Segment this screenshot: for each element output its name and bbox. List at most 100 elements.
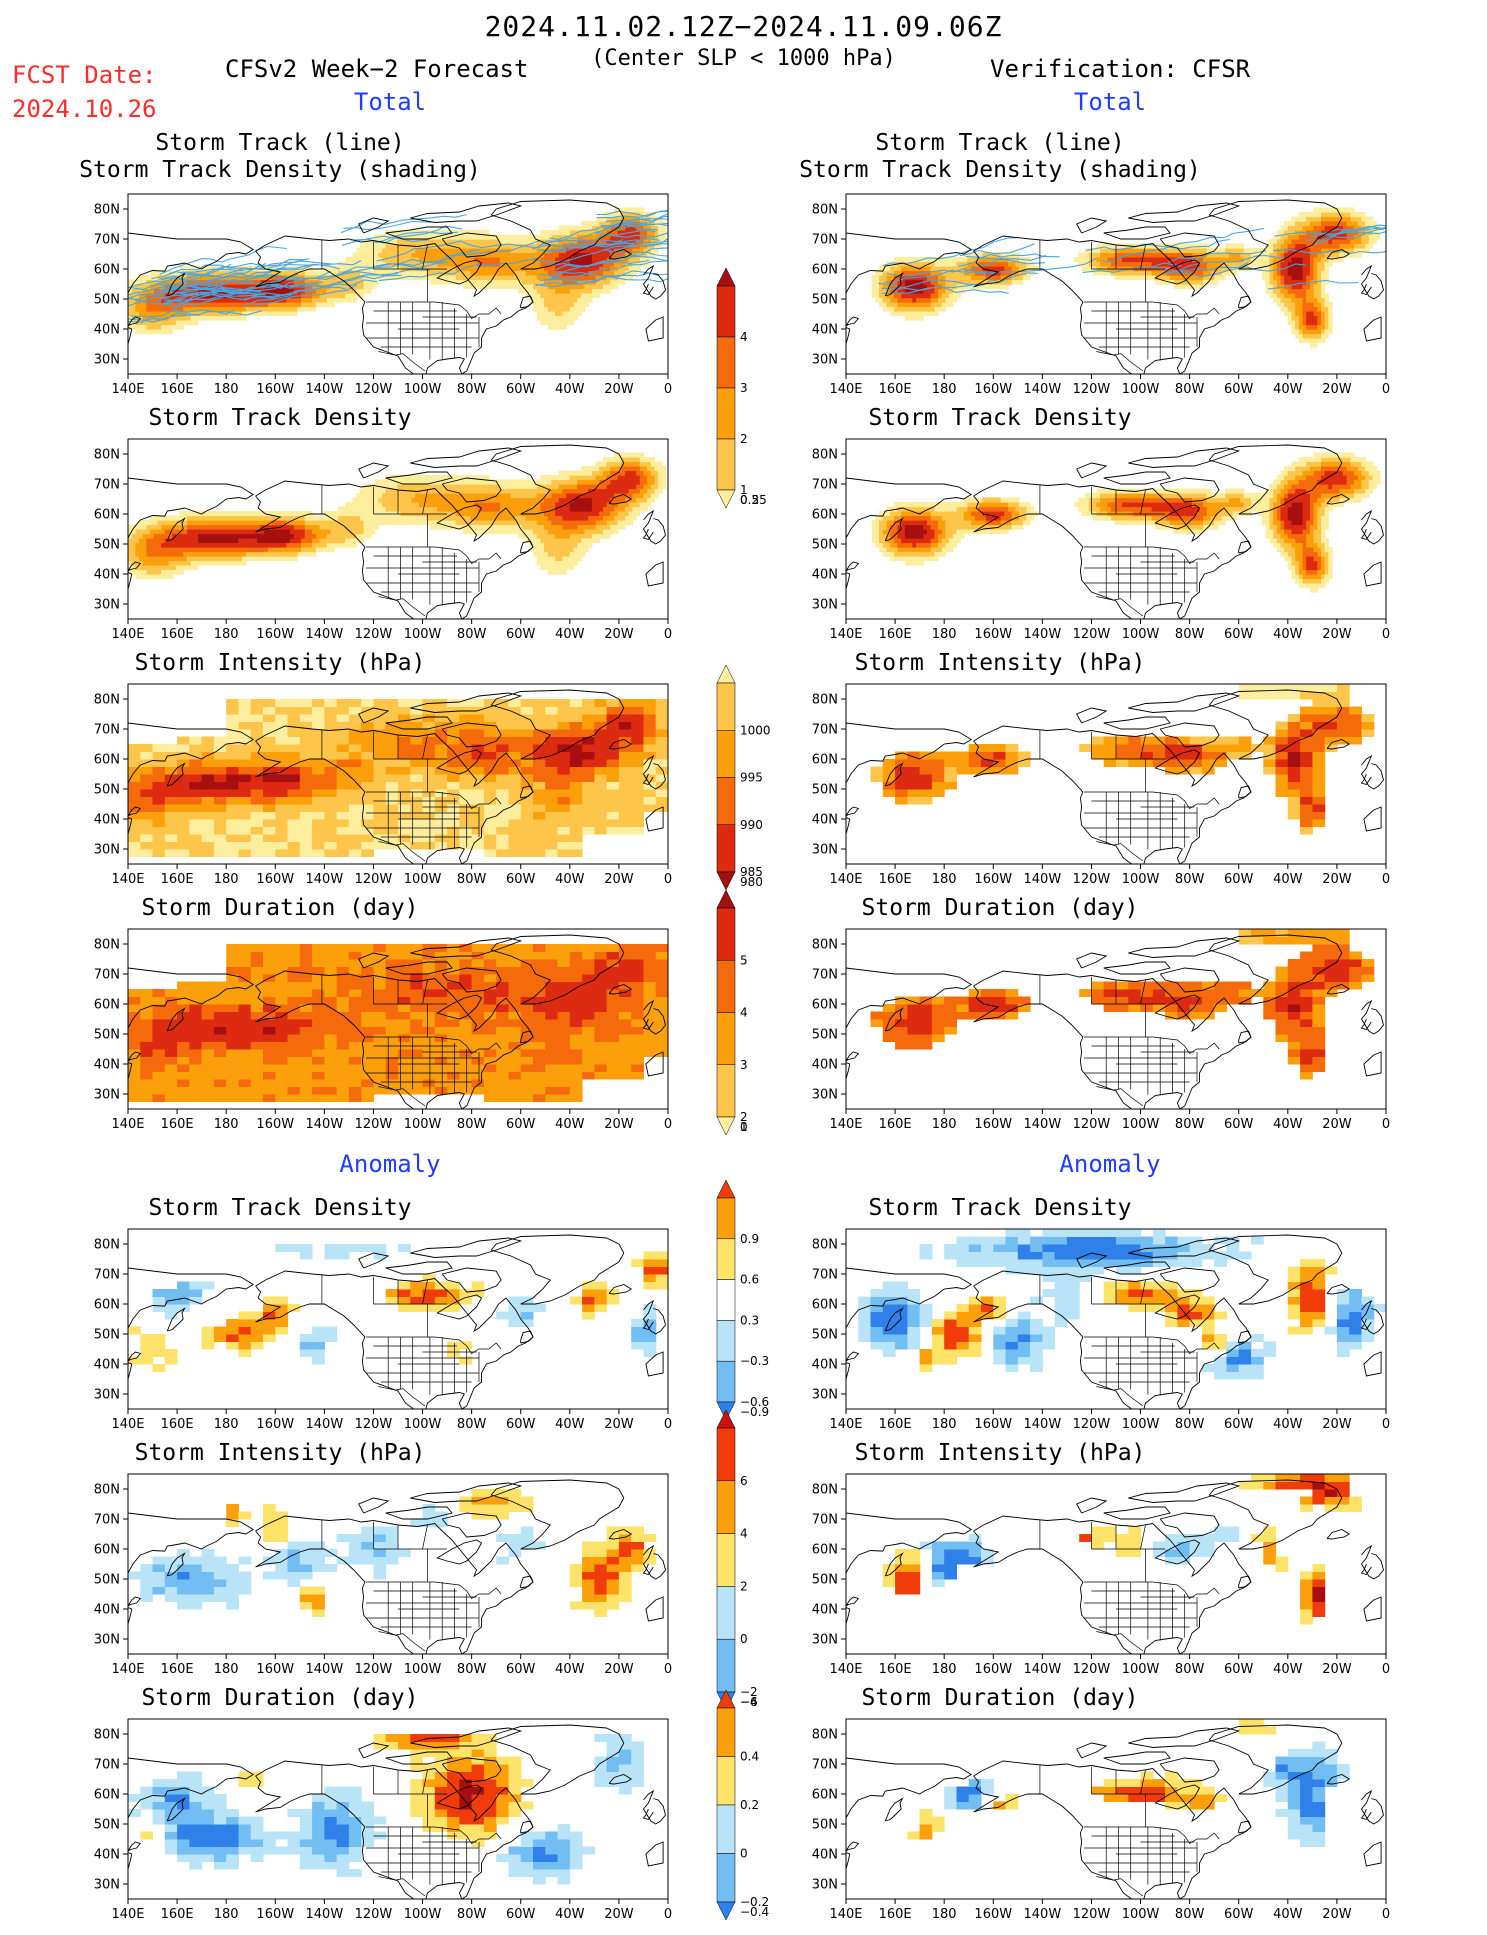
- density-cell: [213, 543, 217, 548]
- density-cell: [393, 498, 397, 503]
- density-cell: [474, 493, 478, 498]
- density-cell: [183, 307, 187, 312]
- density-cell: [353, 516, 357, 521]
- density-cell: [909, 280, 913, 285]
- density-cell: [496, 529, 500, 534]
- density-cell: [1328, 325, 1332, 330]
- density-cell: [1314, 226, 1318, 231]
- density-cell: [191, 316, 195, 321]
- density-cell: [585, 284, 589, 289]
- density-cell: [544, 480, 548, 485]
- density-cell: [920, 298, 924, 303]
- density-cell: [367, 284, 371, 289]
- density-cell: [275, 547, 279, 552]
- density-cell: [596, 221, 600, 226]
- density-cell: [305, 547, 309, 552]
- density-cell: [1369, 221, 1373, 226]
- density-cell: [544, 475, 548, 480]
- density-cell: [283, 511, 287, 516]
- density-cell: [187, 307, 191, 312]
- density-cell: [1317, 329, 1321, 334]
- density-cell: [437, 280, 441, 285]
- density-cell: [235, 538, 239, 543]
- density-cell: [551, 316, 555, 321]
- density-cell: [412, 493, 416, 498]
- density-cell: [1148, 275, 1152, 280]
- density-cell: [224, 525, 228, 530]
- density-cell: [529, 534, 533, 539]
- density-cell: [132, 556, 136, 561]
- density-cell: [327, 543, 331, 548]
- density-cell: [548, 302, 552, 307]
- density-cell: [275, 529, 279, 534]
- density-cell: [364, 507, 368, 512]
- density-cell: [364, 257, 368, 262]
- density-cell: [434, 507, 438, 512]
- density-cell: [1295, 307, 1299, 312]
- density-cell: [470, 511, 474, 516]
- density-cell: [559, 511, 563, 516]
- density-cell: [592, 293, 596, 298]
- density-cell: [268, 556, 272, 561]
- density-cell: [209, 543, 213, 548]
- density-cell: [301, 307, 305, 312]
- density-cell: [588, 248, 592, 253]
- density-cell: [544, 565, 548, 570]
- density-cell: [555, 516, 559, 521]
- density-cell: [1144, 257, 1148, 262]
- density-cell: [283, 311, 287, 316]
- density-cell: [1166, 275, 1170, 280]
- density-cell: [308, 511, 312, 516]
- density-cell: [183, 565, 187, 570]
- density-cell: [1082, 266, 1086, 271]
- lon-tick-label: 20W: [1322, 382, 1352, 397]
- density-cell: [518, 493, 522, 498]
- density-cell: [213, 520, 217, 525]
- density-cell: [146, 543, 150, 548]
- density-cell: [555, 511, 559, 516]
- lat-tick-label: 30N: [812, 353, 838, 368]
- density-cell: [253, 525, 257, 530]
- density-cell: [632, 230, 636, 235]
- density-cell: [382, 489, 386, 494]
- density-cell: [920, 275, 924, 280]
- density-cell: [923, 293, 927, 298]
- density-cell: [537, 262, 541, 267]
- density-cell: [1317, 338, 1321, 343]
- density-cell: [202, 538, 206, 543]
- density-cell: [382, 498, 386, 503]
- density-cell: [559, 230, 563, 235]
- density-cell: [493, 284, 497, 289]
- density-cell: [187, 320, 191, 325]
- density-cell: [555, 498, 559, 503]
- density-cell: [172, 325, 176, 330]
- density-cell: [146, 325, 150, 330]
- density-cell: [143, 325, 147, 330]
- density-cell: [312, 280, 316, 285]
- density-cell: [202, 561, 206, 566]
- density-cell: [474, 262, 478, 267]
- density-cell: [275, 552, 279, 557]
- density-cell: [356, 520, 360, 525]
- density-cell: [1001, 262, 1005, 267]
- density-cell: [139, 525, 143, 530]
- density-cell: [467, 239, 471, 244]
- density-cell: [235, 547, 239, 552]
- density-cell: [154, 516, 158, 521]
- density-cell: [220, 534, 224, 539]
- density-cell: [1306, 221, 1310, 226]
- density-cell: [430, 235, 434, 240]
- density-cell: [942, 298, 946, 303]
- density-cell: [227, 534, 231, 539]
- density-cell: [518, 534, 522, 539]
- density-cell: [496, 284, 500, 289]
- density-cell: [1369, 217, 1373, 222]
- density-cell: [574, 302, 578, 307]
- density-cell: [1130, 275, 1134, 280]
- density-cell: [463, 489, 467, 494]
- density-cell: [1306, 271, 1310, 276]
- density-cell: [555, 502, 559, 507]
- density-cell: [180, 538, 184, 543]
- density-cell: [272, 547, 276, 552]
- density-cell: [146, 547, 150, 552]
